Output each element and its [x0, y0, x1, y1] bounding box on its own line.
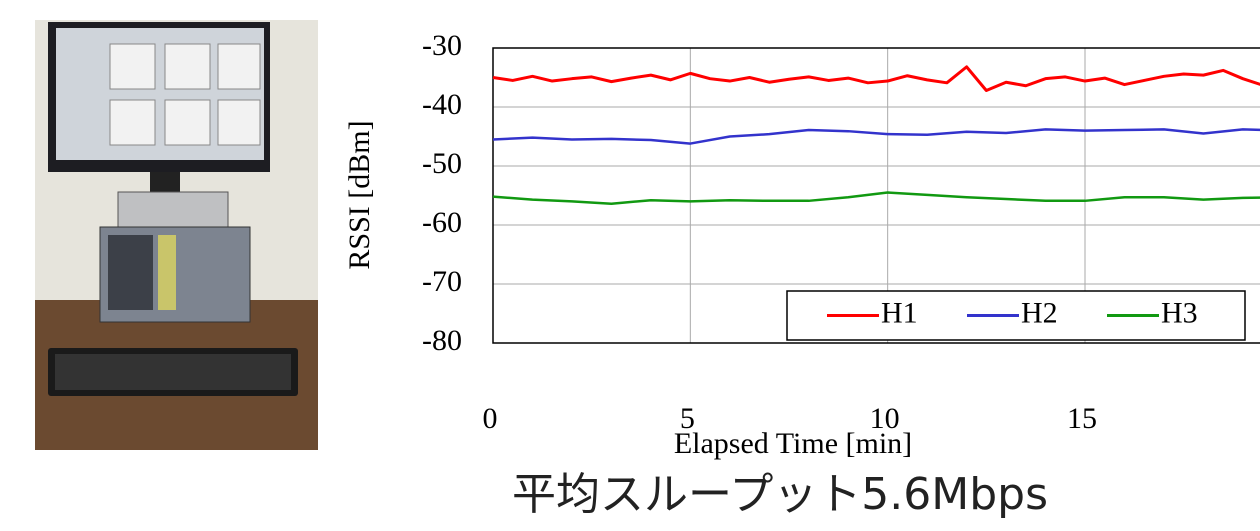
legend-label: H1 — [881, 296, 918, 329]
x-tick-label: 0 — [483, 402, 498, 435]
line-series — [493, 67, 1260, 91]
line-series — [493, 129, 1260, 143]
y-tick-label: -70 — [422, 265, 462, 298]
caption: 平均スループット5.6Mbps — [512, 469, 1048, 520]
figure: 平均スループット5.6Mbps -30-40-50-60-70-80051015… — [0, 0, 1260, 531]
x-tick-label: 15 — [1067, 402, 1097, 435]
y-tick-label: -40 — [422, 88, 462, 121]
legend-label: H2 — [1021, 296, 1058, 329]
y-axis-title: RSSI [dBm] — [343, 120, 376, 269]
y-tick-label: -30 — [422, 29, 462, 62]
y-tick-label: -50 — [422, 147, 462, 180]
line-series — [493, 193, 1260, 204]
y-tick-label: -80 — [422, 324, 462, 357]
y-tick-label: -60 — [422, 206, 462, 239]
x-axis-title: Elapsed Time [min] — [674, 427, 912, 460]
page: {"chart_data": {"type": "line", "y_label… — [0, 0, 1260, 531]
photo — [35, 20, 318, 450]
legend-label: H3 — [1161, 296, 1198, 329]
